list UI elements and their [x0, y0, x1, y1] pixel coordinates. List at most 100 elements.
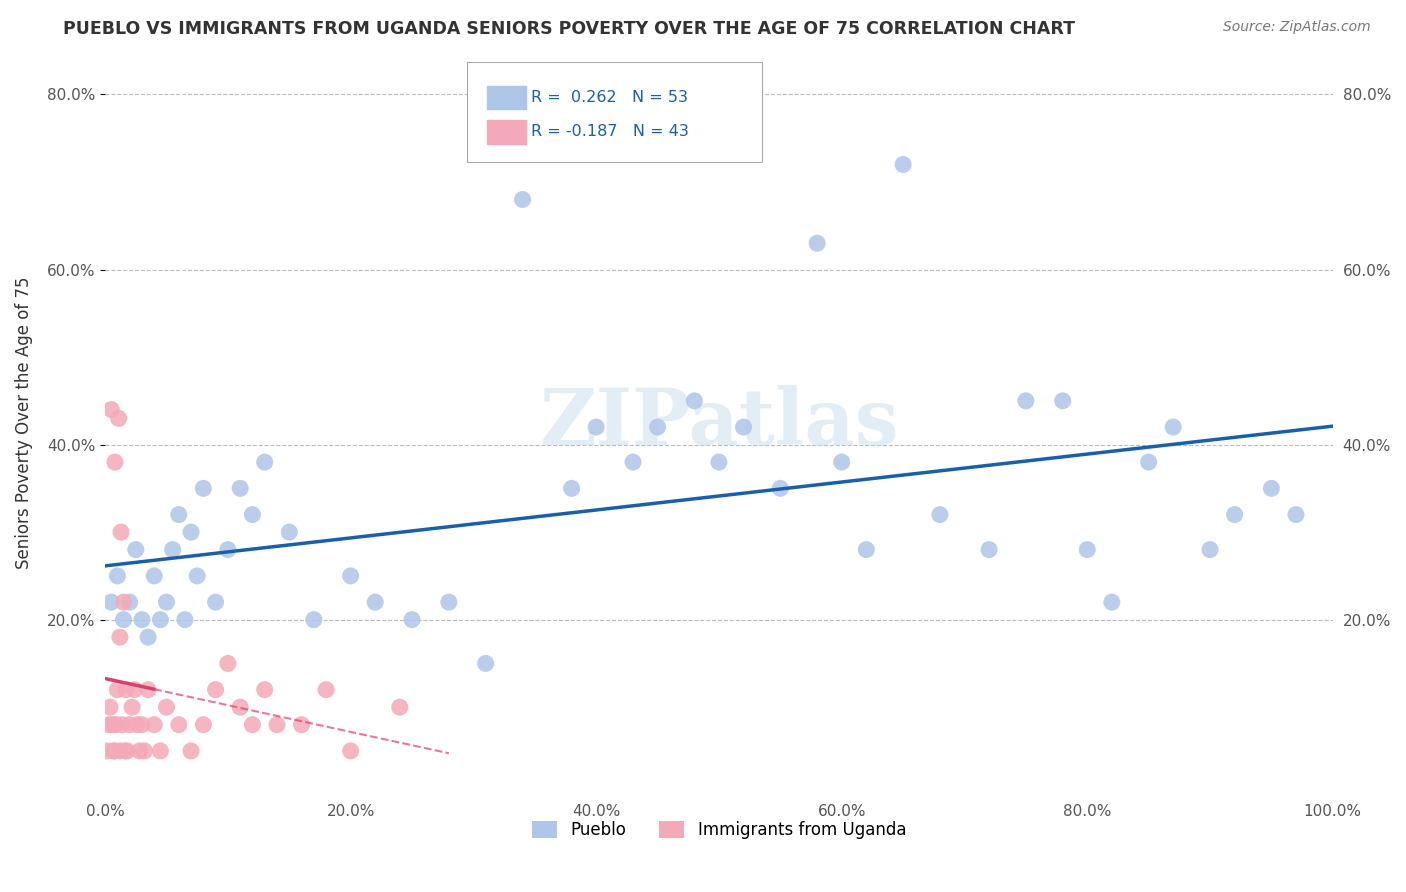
- Point: [1137, 455, 1160, 469]
- Point: [100, 595, 122, 609]
- FancyBboxPatch shape: [467, 62, 762, 162]
- Point: [149, 613, 172, 627]
- Point: [647, 420, 669, 434]
- Point: [977, 542, 1000, 557]
- Point: [1161, 420, 1184, 434]
- Point: [134, 744, 156, 758]
- Point: [180, 744, 202, 758]
- Point: [100, 402, 122, 417]
- Point: [105, 682, 128, 697]
- Point: [149, 744, 172, 758]
- Legend: Pueblo, Immigrants from Uganda: Pueblo, Immigrants from Uganda: [524, 814, 912, 846]
- Text: R = -0.187   N = 43: R = -0.187 N = 43: [531, 123, 689, 138]
- Point: [229, 481, 252, 495]
- Point: [104, 455, 127, 469]
- Point: [217, 542, 239, 557]
- Point: [97, 744, 120, 758]
- Point: [131, 717, 153, 731]
- Point: [107, 411, 129, 425]
- Point: [339, 744, 361, 758]
- Point: [1223, 508, 1246, 522]
- Point: [115, 744, 138, 758]
- Point: [108, 744, 131, 758]
- Point: [204, 682, 226, 697]
- Point: [143, 717, 166, 731]
- Point: [124, 682, 146, 697]
- Point: [155, 700, 177, 714]
- Point: [1015, 393, 1038, 408]
- Text: PUEBLO VS IMMIGRANTS FROM UGANDA SENIORS POVERTY OVER THE AGE OF 75 CORRELATION : PUEBLO VS IMMIGRANTS FROM UGANDA SENIORS…: [63, 20, 1076, 37]
- Point: [401, 613, 423, 627]
- Point: [242, 508, 264, 522]
- Point: [929, 508, 952, 522]
- Point: [103, 744, 125, 758]
- Point: [266, 717, 288, 731]
- Point: [174, 613, 197, 627]
- Text: R =  0.262   N = 53: R = 0.262 N = 53: [531, 90, 688, 105]
- Point: [253, 455, 276, 469]
- Point: [621, 455, 644, 469]
- Point: [512, 193, 534, 207]
- Point: [186, 569, 208, 583]
- Point: [806, 236, 828, 251]
- Point: [125, 717, 148, 731]
- Point: [1076, 542, 1098, 557]
- Point: [193, 717, 215, 731]
- Point: [131, 613, 153, 627]
- Point: [891, 157, 914, 171]
- Point: [437, 595, 460, 609]
- Point: [855, 542, 877, 557]
- Point: [1052, 393, 1074, 408]
- Point: [115, 682, 138, 697]
- FancyBboxPatch shape: [486, 86, 526, 110]
- Point: [110, 525, 132, 540]
- Point: [112, 595, 135, 609]
- Point: [290, 717, 312, 731]
- Point: [143, 569, 166, 583]
- Point: [278, 525, 301, 540]
- Point: [118, 717, 141, 731]
- Point: [136, 630, 159, 644]
- Point: [97, 717, 120, 731]
- Point: [104, 744, 127, 758]
- Point: [585, 420, 607, 434]
- Point: [217, 657, 239, 671]
- Point: [474, 657, 496, 671]
- Point: [180, 525, 202, 540]
- Text: ZIPatlas: ZIPatlas: [538, 384, 898, 460]
- Point: [561, 481, 583, 495]
- Point: [105, 569, 128, 583]
- Point: [339, 569, 361, 583]
- Point: [707, 455, 730, 469]
- Point: [1101, 595, 1123, 609]
- Point: [1285, 508, 1308, 522]
- FancyBboxPatch shape: [486, 120, 526, 144]
- Point: [388, 700, 411, 714]
- Point: [229, 700, 252, 714]
- Point: [769, 481, 792, 495]
- Point: [1199, 542, 1222, 557]
- Point: [242, 717, 264, 731]
- Point: [733, 420, 755, 434]
- Text: Source: ZipAtlas.com: Source: ZipAtlas.com: [1223, 20, 1371, 34]
- Point: [112, 613, 135, 627]
- Point: [114, 744, 136, 758]
- Point: [128, 744, 150, 758]
- Point: [683, 393, 706, 408]
- Point: [118, 595, 141, 609]
- Point: [167, 508, 190, 522]
- Point: [162, 542, 184, 557]
- Point: [121, 700, 143, 714]
- Point: [101, 717, 124, 731]
- Point: [204, 595, 226, 609]
- Y-axis label: Seniors Poverty Over the Age of 75: Seniors Poverty Over the Age of 75: [15, 277, 32, 569]
- Point: [167, 717, 190, 731]
- Point: [364, 595, 387, 609]
- Point: [253, 682, 276, 697]
- Point: [98, 700, 121, 714]
- Point: [108, 630, 131, 644]
- Point: [125, 542, 148, 557]
- Point: [136, 682, 159, 697]
- Point: [302, 613, 325, 627]
- Point: [1260, 481, 1282, 495]
